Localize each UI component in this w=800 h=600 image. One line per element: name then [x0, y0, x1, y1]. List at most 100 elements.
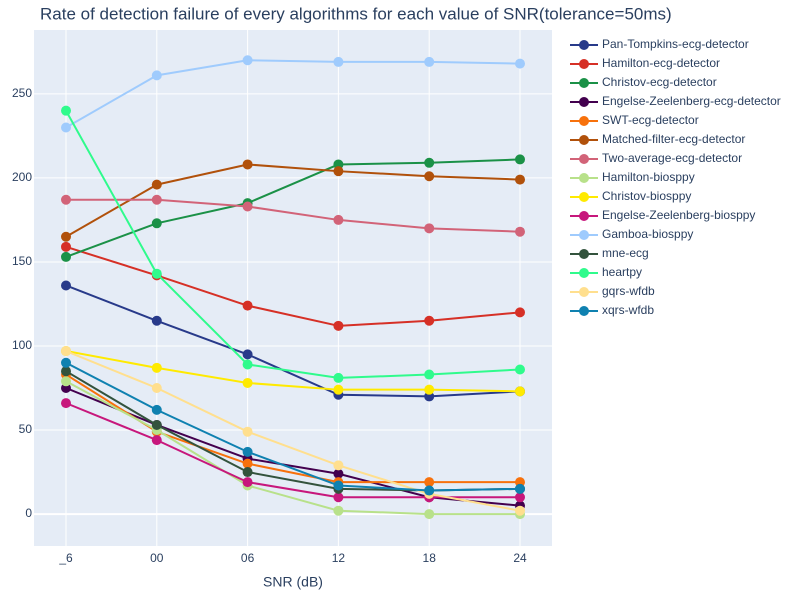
- data-point: [424, 315, 435, 326]
- legend-swatch-marker: [579, 249, 589, 259]
- data-point: [333, 460, 344, 471]
- series-line: [65, 163, 521, 238]
- legend-label: Hamilton-ecg-detector: [602, 56, 720, 70]
- x-axis-title: SNR (dB): [263, 574, 323, 590]
- data-point: [515, 483, 525, 494]
- y-tick-label: 150: [12, 254, 32, 268]
- legend-item: Engelse-Zeelenberg-ecg-detector: [570, 94, 781, 108]
- data-point: [61, 366, 71, 377]
- y-tick-label: 50: [19, 422, 33, 436]
- data-point: [515, 58, 525, 69]
- data-point: [151, 70, 162, 81]
- legend-label: Christov-biosppy: [602, 189, 691, 203]
- data-point: [151, 315, 162, 326]
- x-tick-label: 24: [513, 551, 527, 565]
- data-point: [515, 505, 525, 516]
- series-line: [65, 361, 521, 492]
- legend-label: xqrs-wfdb: [602, 303, 654, 317]
- legend-item: Hamilton-biosppy: [570, 170, 695, 184]
- data-point: [333, 480, 344, 491]
- series: [61, 346, 525, 516]
- data-point: [242, 377, 253, 388]
- data-point: [242, 467, 253, 478]
- legend-label: heartpy: [602, 265, 642, 279]
- data-point: [515, 154, 525, 165]
- legend-label: Christov-ecg-detector: [602, 75, 717, 89]
- data-point: [242, 159, 253, 170]
- data-point: [151, 194, 162, 205]
- series-line: [65, 284, 521, 398]
- legend-swatch-marker: [579, 211, 589, 221]
- legend-swatch-marker: [579, 287, 589, 297]
- legend-label: SWT-ecg-detector: [602, 113, 699, 127]
- data-point: [151, 404, 162, 415]
- x-tick-label: 06: [241, 551, 255, 565]
- legend-swatch-marker: [579, 116, 589, 126]
- legend-item: SWT-ecg-detector: [570, 113, 699, 127]
- legend-swatch-marker: [579, 230, 589, 240]
- legend-item: Pan-Tompkins-ecg-detector: [570, 37, 749, 51]
- data-point: [242, 359, 253, 370]
- legend-swatch-marker: [579, 59, 589, 69]
- series-line: [66, 198, 521, 233]
- series-line: [65, 387, 521, 507]
- data-point: [424, 477, 435, 488]
- plot-area: [34, 30, 552, 546]
- axes: _6 00 06 12 18 24 0 50 100 150 200 250: [12, 86, 527, 565]
- legend-item: Christov-ecg-detector: [570, 75, 717, 89]
- series-line: [65, 158, 521, 258]
- data-point: [61, 231, 71, 242]
- series-layer: [61, 55, 525, 520]
- y-tick-label: 200: [12, 170, 32, 184]
- series: [61, 194, 525, 237]
- legend-item: mne-ecg: [570, 246, 649, 260]
- data-point: [333, 320, 344, 331]
- data-point: [151, 179, 162, 190]
- x-tick-label: _6: [58, 551, 73, 565]
- data-point: [242, 426, 253, 437]
- data-point: [61, 241, 71, 252]
- legend-label: mne-ecg: [602, 246, 649, 260]
- legend-swatch-marker: [579, 268, 589, 278]
- data-point: [424, 485, 435, 496]
- legend-swatch-marker: [579, 173, 589, 183]
- data-point: [424, 223, 435, 234]
- legend-item: xqrs-wfdb: [570, 303, 654, 317]
- legend-swatch-marker: [579, 306, 589, 316]
- legend-item: Gamboa-biosppy: [570, 227, 693, 241]
- data-point: [242, 55, 253, 66]
- legend-swatch-marker: [579, 78, 589, 88]
- data-point: [333, 56, 344, 67]
- legend-item: Engelse-Zeelenberg-biosppy: [570, 208, 755, 222]
- legend-item: Hamilton-ecg-detector: [570, 56, 720, 70]
- series: [61, 105, 525, 383]
- data-point: [151, 218, 162, 229]
- data-point: [151, 383, 162, 394]
- data-point: [515, 386, 525, 397]
- legend-label: gqrs-wfdb: [602, 284, 655, 298]
- data-point: [424, 369, 435, 380]
- data-point: [424, 157, 435, 168]
- data-point: [424, 384, 435, 395]
- legend-item: Two-average-ecg-detector: [570, 151, 742, 165]
- series-line: [65, 59, 521, 129]
- data-point: [61, 357, 71, 368]
- x-tick-label: 18: [423, 551, 437, 565]
- legend-item: gqrs-wfdb: [570, 284, 655, 298]
- legend-swatch-marker: [579, 192, 589, 202]
- legend-label: Matched-filter-ecg-detector: [602, 132, 745, 146]
- legend-item: heartpy: [570, 265, 642, 279]
- data-point: [61, 122, 71, 133]
- data-point: [424, 171, 435, 182]
- data-point: [61, 251, 71, 262]
- legend-swatch-marker: [579, 154, 589, 164]
- data-point: [61, 398, 71, 409]
- legend-swatch-marker: [579, 97, 589, 107]
- legend-swatch-marker: [579, 40, 589, 50]
- legend-label: Gamboa-biosppy: [602, 227, 693, 241]
- data-point: [424, 509, 435, 520]
- data-point: [242, 300, 253, 311]
- legend-label: Hamilton-biosppy: [602, 170, 695, 184]
- data-point: [151, 419, 162, 430]
